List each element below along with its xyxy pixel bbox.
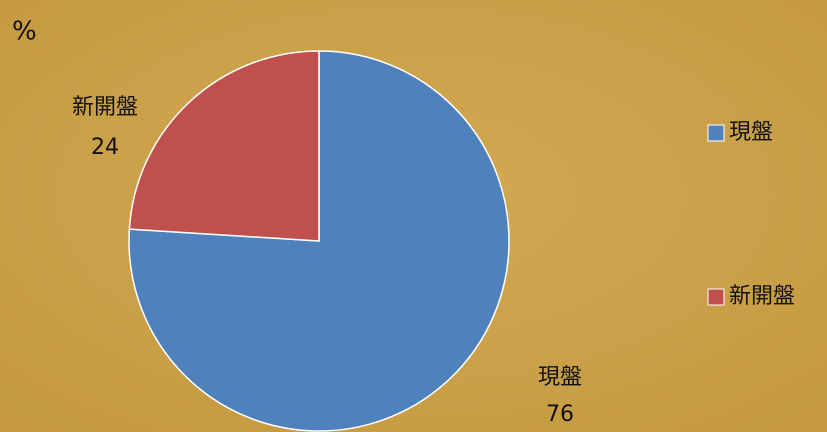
pie-slice: [128, 50, 320, 242]
legend-label: 現盤: [729, 120, 773, 145]
data-label-name: 新開盤: [72, 95, 138, 120]
legend-swatch: [707, 288, 725, 306]
legend-label: 新開盤: [729, 284, 795, 309]
legend-swatch: [707, 124, 725, 142]
data-label-name: 現盤: [538, 365, 582, 390]
chart-title: %: [12, 17, 37, 47]
data-label-value: 76: [546, 402, 574, 427]
data-label-value: 24: [91, 135, 119, 160]
